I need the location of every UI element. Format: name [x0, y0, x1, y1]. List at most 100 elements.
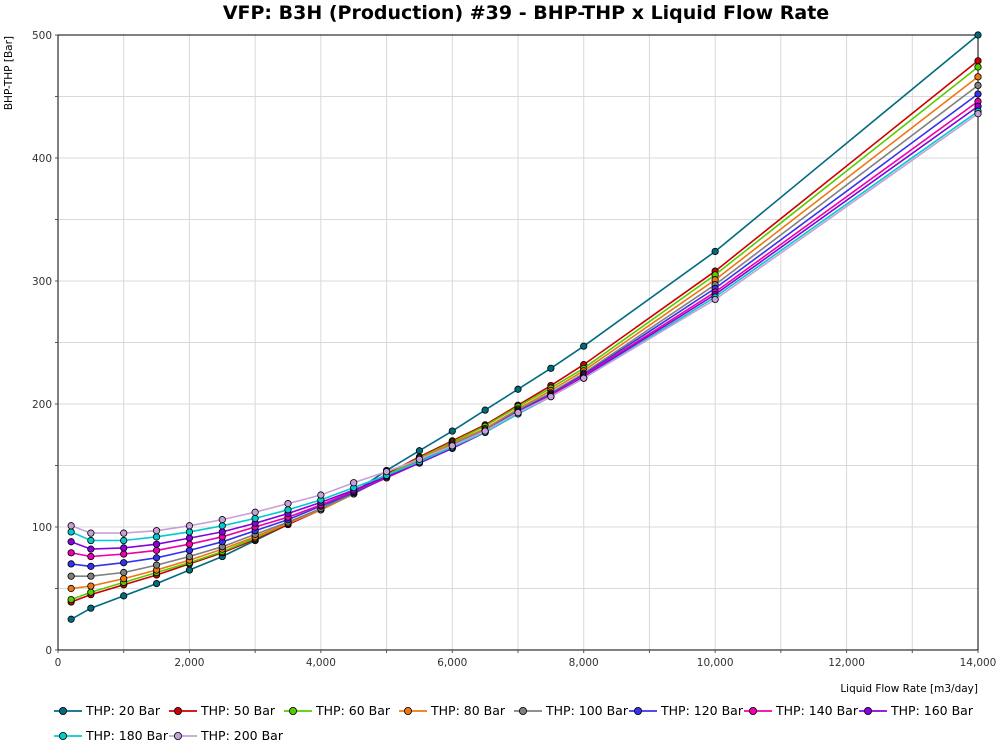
data-point	[218, 516, 226, 524]
data-point	[711, 247, 719, 256]
x-tick-label: 6,000	[437, 657, 467, 669]
x-tick-label: 8,000	[569, 657, 599, 669]
x-tick-label: 0	[55, 657, 62, 669]
data-point	[317, 491, 325, 499]
legend-marker	[749, 707, 757, 715]
legend-label: THP: 80 Bar	[431, 703, 506, 718]
data-point	[580, 342, 588, 350]
legend-label: THP: 140 Bar	[776, 703, 858, 718]
data-point	[547, 364, 555, 372]
data-point	[120, 536, 128, 545]
data-point	[218, 522, 226, 530]
legend-marker	[519, 707, 527, 715]
data-point	[87, 604, 95, 612]
data-point	[120, 544, 128, 552]
series-line	[70, 60, 979, 603]
legend-marker	[59, 707, 67, 715]
x-tick-label: 4,000	[306, 657, 336, 669]
series-line	[70, 105, 979, 550]
data-point	[382, 468, 391, 476]
series-group	[67, 102, 982, 553]
data-point	[185, 540, 194, 548]
legend-swatch	[859, 707, 887, 715]
data-point	[974, 90, 982, 98]
axes: 0 2,000 4,000 6,000 8,000 10,000 12,000 14,000 0…	[32, 30, 996, 669]
data-point	[152, 533, 161, 541]
data-point	[87, 572, 95, 580]
x-axis-label: Liquid Flow Rate [m3/day]	[840, 683, 978, 695]
legend-label: THP: 200 Bar	[201, 728, 283, 743]
data-point	[251, 514, 259, 522]
data-point	[448, 442, 456, 450]
legend-swatch	[169, 732, 197, 740]
data-point	[185, 528, 194, 536]
data-point	[580, 374, 588, 382]
chart-title: VFP: B3H (Production) #39 - BHP-THP x Li…	[222, 2, 830, 24]
data-point	[67, 615, 75, 623]
legend-label: THP: 50 Bar	[201, 703, 276, 718]
legend-marker	[174, 732, 182, 740]
y-tick-label: 100	[32, 522, 52, 534]
data-point	[185, 566, 194, 574]
legend-swatch	[399, 707, 427, 715]
data-point	[120, 568, 128, 577]
data-point	[974, 73, 982, 81]
data-point	[87, 536, 95, 545]
data-point	[87, 562, 95, 570]
data-point	[185, 522, 194, 530]
x-tick-label: 14,000	[960, 657, 997, 669]
data-point	[152, 579, 161, 588]
legend-marker	[59, 732, 67, 740]
data-point	[185, 552, 194, 561]
legend-swatch	[169, 707, 197, 715]
x-tick-label: 2,000	[174, 657, 204, 669]
series-line	[71, 84, 979, 578]
data-point	[152, 546, 161, 554]
series-line	[70, 113, 979, 534]
y-tick-label: 0	[45, 645, 52, 657]
legend-marker	[404, 707, 412, 715]
data-point	[448, 427, 456, 435]
data-point	[67, 538, 75, 546]
series-group	[67, 81, 982, 580]
data-point	[218, 528, 226, 536]
data-point	[284, 500, 292, 508]
x-tick-label: 12,000	[828, 657, 865, 669]
y-axis-label: BHP-THP [Bar]	[3, 36, 15, 110]
legend-swatch	[514, 707, 542, 715]
series-line	[70, 76, 979, 590]
y-tick-label: 500	[32, 30, 52, 42]
y-tick-label: 400	[32, 153, 52, 165]
data-point	[481, 406, 489, 414]
data-point	[481, 427, 489, 435]
data-point	[152, 527, 161, 535]
data-point	[67, 572, 75, 580]
data-point	[87, 529, 95, 537]
legend-marker	[634, 707, 642, 715]
data-point	[284, 506, 292, 514]
series-group	[67, 73, 982, 593]
series-line	[70, 34, 979, 620]
data-point	[711, 295, 719, 304]
legend-label: THP: 20 Bar	[86, 703, 161, 718]
data-point	[67, 584, 75, 593]
x-tick-label: 10,000	[697, 657, 734, 669]
data-point	[67, 549, 75, 557]
data-point	[87, 545, 95, 553]
series-line	[70, 93, 979, 568]
data-point	[120, 575, 128, 583]
data-point	[67, 595, 75, 604]
data-point	[415, 455, 424, 463]
data-point	[87, 582, 95, 590]
data-point	[974, 31, 982, 39]
legend-swatch	[744, 707, 772, 715]
data-point	[974, 63, 982, 71]
series-group	[67, 110, 982, 537]
legend-label: THP: 100 Bar	[546, 703, 628, 718]
grid-lines	[58, 35, 978, 650]
data-point	[67, 528, 75, 536]
legend-swatch	[629, 707, 657, 715]
data-point	[547, 393, 555, 401]
series-line	[70, 110, 979, 542]
